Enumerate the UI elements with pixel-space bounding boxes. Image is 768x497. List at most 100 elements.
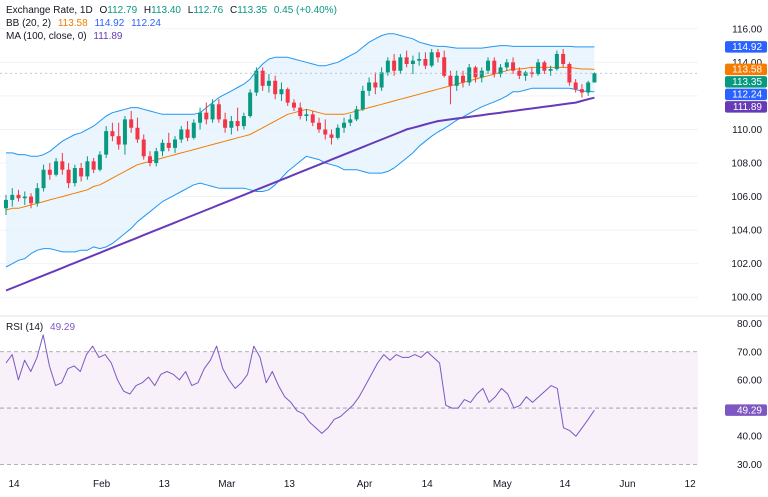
candle[interactable] [72, 164, 77, 187]
candle[interactable] [360, 85, 365, 111]
candle[interactable] [104, 126, 109, 158]
candle[interactable] [429, 48, 434, 68]
candle[interactable] [241, 112, 246, 130]
candle[interactable] [460, 70, 465, 88]
candle[interactable] [554, 50, 559, 71]
candle[interactable] [285, 87, 290, 106]
candle[interactable] [385, 57, 390, 76]
candle[interactable] [579, 84, 584, 98]
candle[interactable] [97, 151, 102, 172]
candle[interactable] [66, 163, 71, 189]
candle[interactable] [160, 139, 165, 157]
candle[interactable] [473, 65, 478, 83]
candle[interactable] [35, 183, 40, 207]
candle[interactable] [254, 67, 259, 96]
candle[interactable] [179, 126, 184, 143]
candle[interactable] [185, 121, 190, 142]
candle[interactable] [191, 119, 196, 140]
candle[interactable] [279, 82, 284, 101]
candle[interactable] [379, 67, 384, 91]
candle[interactable] [198, 107, 203, 130]
candle[interactable] [60, 152, 65, 175]
candle[interactable] [329, 129, 334, 145]
candle[interactable] [216, 99, 221, 123]
time-axis[interactable]: 14 Feb 13 Mar 13 Apr 14 May 14 Jun 12 [8, 479, 696, 490]
candle[interactable] [79, 163, 84, 182]
candle[interactable] [373, 72, 378, 95]
candle[interactable] [536, 58, 541, 76]
candle[interactable] [116, 122, 121, 150]
candle[interactable] [204, 102, 209, 125]
candle[interactable] [147, 151, 152, 167]
candle[interactable] [442, 50, 447, 78]
candle[interactable] [404, 50, 409, 68]
candles[interactable] [0, 48, 698, 216]
candle[interactable] [304, 109, 309, 122]
candle[interactable] [354, 105, 359, 122]
candle[interactable] [291, 99, 296, 111]
candle[interactable] [517, 67, 522, 80]
candle[interactable] [504, 58, 509, 71]
candle-body [360, 90, 365, 110]
candle[interactable] [410, 55, 415, 75]
candle[interactable] [223, 112, 228, 133]
candle[interactable] [317, 117, 321, 133]
candle[interactable] [260, 67, 265, 91]
candle[interactable] [417, 52, 422, 66]
candle[interactable] [548, 65, 553, 76]
candle[interactable] [498, 64, 503, 78]
candle[interactable] [273, 75, 278, 100]
candle[interactable] [367, 77, 372, 96]
candle[interactable] [29, 193, 34, 209]
candle[interactable] [235, 107, 240, 132]
candle[interactable] [454, 70, 459, 91]
candle[interactable] [492, 57, 497, 78]
candle[interactable] [135, 117, 140, 143]
candle[interactable] [85, 156, 90, 180]
candle[interactable] [561, 48, 566, 68]
candle[interactable] [141, 134, 146, 160]
candle[interactable] [298, 102, 303, 120]
candle[interactable] [342, 117, 347, 133]
candle[interactable] [110, 122, 115, 142]
candle[interactable] [16, 189, 21, 202]
candle[interactable] [10, 188, 15, 207]
candle[interactable] [423, 52, 428, 70]
candle[interactable] [266, 74, 271, 93]
candle[interactable] [154, 147, 159, 167]
candle[interactable] [523, 70, 528, 81]
price-badge-label: 113.58 [732, 65, 762, 76]
candle[interactable] [166, 132, 171, 152]
candle[interactable] [592, 72, 597, 83]
candle[interactable] [47, 163, 52, 180]
candle[interactable] [479, 67, 484, 83]
candle[interactable] [435, 48, 440, 63]
candle[interactable] [41, 164, 46, 192]
candle[interactable] [91, 157, 96, 174]
candle[interactable] [122, 116, 127, 155]
candle[interactable] [210, 99, 215, 123]
candle[interactable] [348, 114, 353, 127]
candle[interactable] [486, 57, 491, 75]
candle[interactable] [22, 191, 27, 205]
candle[interactable] [398, 53, 403, 75]
candle[interactable] [542, 60, 547, 75]
candle[interactable] [248, 89, 253, 118]
candle[interactable] [4, 194, 8, 216]
candle[interactable] [129, 110, 134, 133]
rsi-axis[interactable]: 80.00 70.00 60.00 40.00 30.00 49.29 [725, 319, 767, 471]
candle[interactable] [392, 53, 397, 76]
candle[interactable] [448, 70, 453, 105]
candle[interactable] [511, 57, 516, 75]
candle[interactable] [586, 80, 591, 96]
candle[interactable] [567, 62, 572, 86]
candle[interactable] [467, 64, 472, 86]
candle[interactable] [54, 157, 59, 177]
candle[interactable] [173, 136, 178, 153]
candle[interactable] [573, 79, 578, 93]
candle[interactable] [323, 119, 328, 140]
candle[interactable] [229, 116, 234, 135]
candle[interactable] [310, 110, 315, 127]
candle[interactable] [335, 124, 340, 140]
